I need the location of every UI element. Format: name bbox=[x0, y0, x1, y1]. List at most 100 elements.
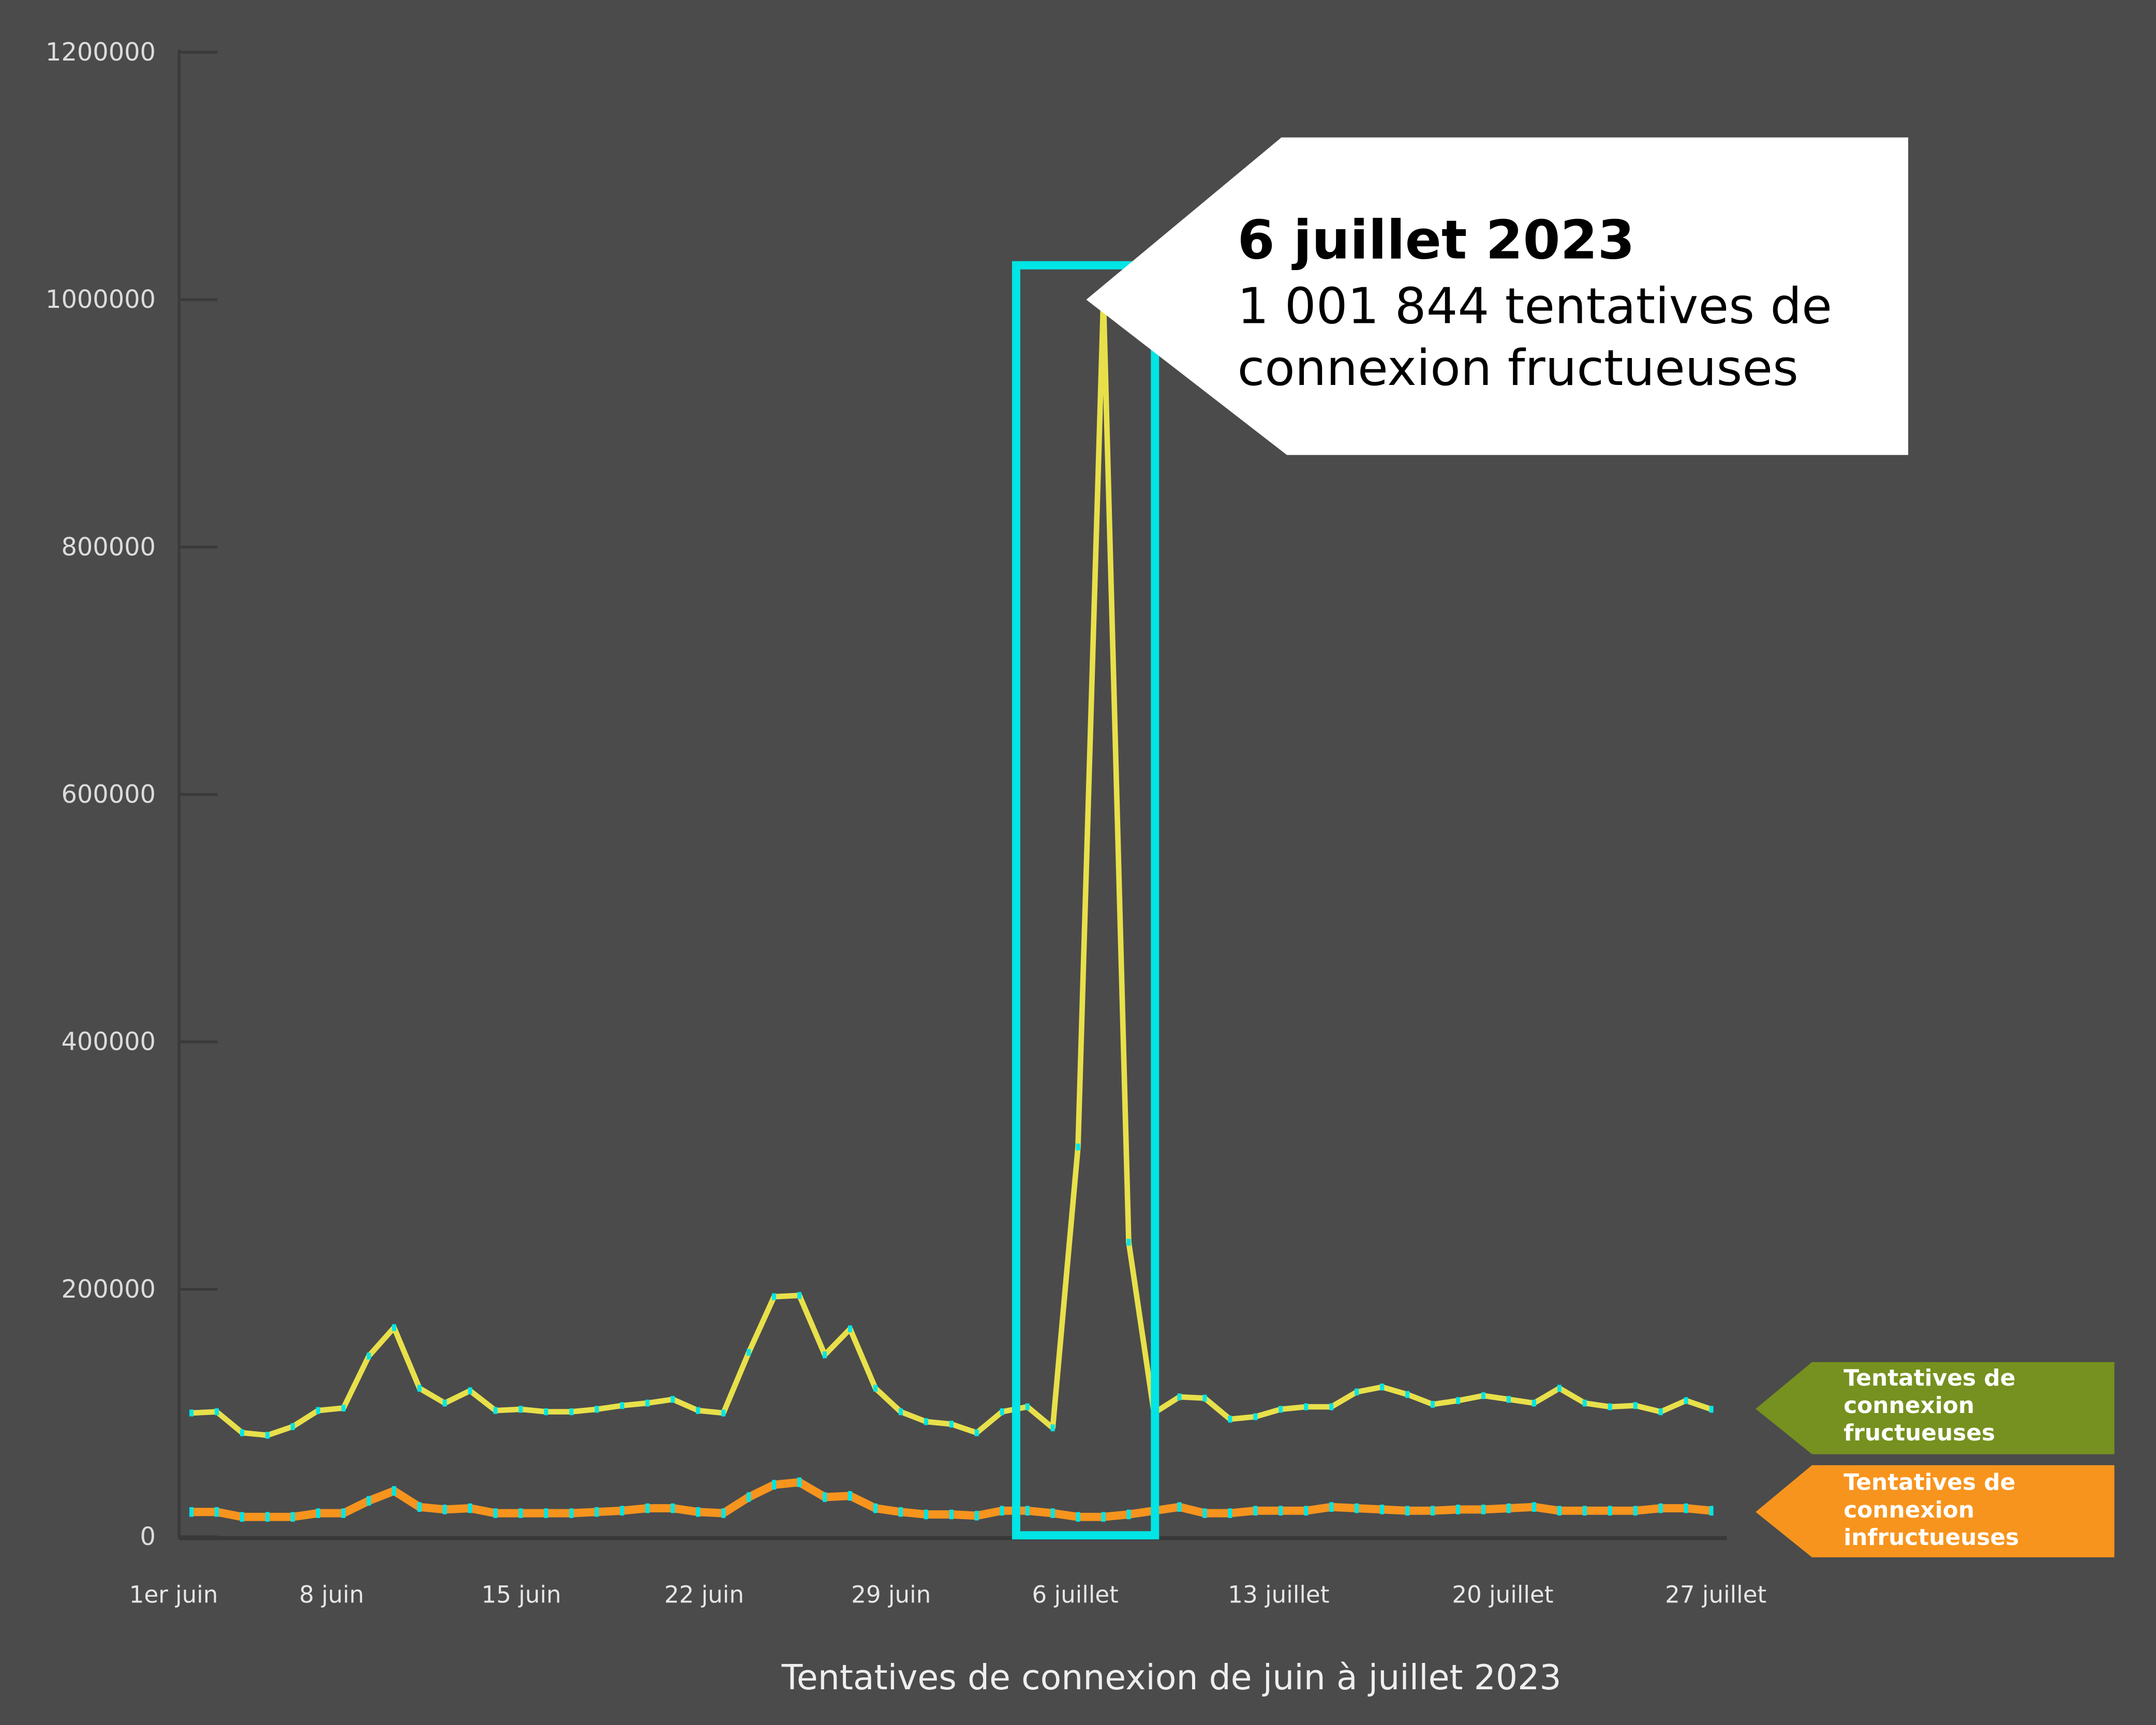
data-point bbox=[747, 1349, 751, 1356]
data-point bbox=[1456, 1505, 1461, 1514]
data-point bbox=[721, 1508, 726, 1518]
data-point bbox=[442, 1400, 447, 1407]
data-point bbox=[823, 1492, 827, 1502]
data-point bbox=[493, 1407, 498, 1414]
series-lines bbox=[189, 294, 1714, 1522]
data-point bbox=[721, 1409, 726, 1417]
data-point bbox=[518, 1508, 523, 1518]
data-point bbox=[1456, 1397, 1461, 1404]
data-point bbox=[1405, 1391, 1410, 1398]
data-point bbox=[1709, 1506, 1714, 1516]
y-tick-label: 200000 bbox=[61, 1275, 155, 1304]
data-point bbox=[620, 1506, 625, 1516]
data-point bbox=[645, 1503, 650, 1513]
data-point bbox=[442, 1505, 447, 1514]
data-point bbox=[1253, 1413, 1258, 1420]
data-point bbox=[1202, 1394, 1207, 1402]
data-point bbox=[290, 1512, 295, 1522]
data-point bbox=[392, 1324, 396, 1331]
callout-line-2: connexion fructueuses bbox=[1238, 339, 1798, 397]
data-point bbox=[645, 1400, 650, 1407]
data-point bbox=[747, 1492, 751, 1502]
legend-failure-line-1: Tentatives de bbox=[1843, 1469, 2015, 1496]
data-point bbox=[1658, 1503, 1663, 1513]
data-point bbox=[772, 1480, 777, 1490]
data-point bbox=[898, 1408, 903, 1416]
data-point bbox=[341, 1404, 346, 1412]
callout-line-1: 1 001 844 tentatives de bbox=[1238, 277, 1832, 335]
data-point bbox=[1658, 1408, 1663, 1416]
data-point bbox=[1506, 1396, 1511, 1403]
legend-failure-line-3: infructueuses bbox=[1843, 1524, 2019, 1551]
data-point bbox=[1025, 1403, 1030, 1410]
data-point bbox=[1202, 1508, 1207, 1518]
data-point bbox=[1380, 1384, 1385, 1391]
data-point bbox=[1582, 1400, 1587, 1407]
y-tick-label: 800000 bbox=[61, 533, 155, 561]
x-tick-label: 29 juin bbox=[851, 1581, 931, 1609]
data-point bbox=[240, 1429, 244, 1436]
series-failure bbox=[189, 1477, 1714, 1522]
data-point bbox=[949, 1509, 954, 1520]
data-point bbox=[924, 1509, 928, 1520]
data-point bbox=[189, 1507, 194, 1517]
data-point bbox=[1253, 1506, 1258, 1516]
data-point bbox=[620, 1402, 625, 1409]
data-point bbox=[1481, 1505, 1485, 1514]
data-point bbox=[1355, 1388, 1359, 1395]
data-point bbox=[772, 1293, 777, 1300]
data-point bbox=[1304, 1506, 1309, 1516]
highlight-box bbox=[1012, 261, 1159, 1540]
legend-success: Tentatives de connexion fructueuses bbox=[1756, 1362, 2115, 1454]
y-tick-labels: 0 200000 400000 600000 800000 1000000 1200000 bbox=[46, 38, 218, 1551]
data-point bbox=[366, 1496, 371, 1506]
y-tick-label: 0 bbox=[140, 1523, 156, 1551]
legend-success-arrow bbox=[1756, 1362, 2115, 1454]
data-point bbox=[417, 1385, 422, 1392]
series-success bbox=[189, 294, 1714, 1439]
data-point bbox=[1506, 1503, 1511, 1513]
data-point bbox=[1684, 1397, 1688, 1404]
data-point bbox=[848, 1325, 852, 1333]
data-point bbox=[1076, 1512, 1080, 1522]
chart-title: Tentatives de connexion de juin à juille… bbox=[781, 1657, 1562, 1698]
data-point bbox=[1000, 1506, 1004, 1516]
data-point bbox=[974, 1511, 979, 1521]
data-point bbox=[214, 1507, 219, 1517]
data-point bbox=[974, 1429, 979, 1436]
data-point bbox=[316, 1508, 320, 1518]
data-point bbox=[797, 1292, 802, 1299]
data-point bbox=[468, 1503, 472, 1513]
data-point bbox=[1633, 1506, 1638, 1516]
callout-shape bbox=[1086, 137, 1909, 455]
data-point bbox=[240, 1512, 244, 1522]
callout-heading: 6 juillet 2023 bbox=[1238, 209, 1635, 271]
data-point bbox=[898, 1507, 903, 1517]
data-point bbox=[468, 1387, 472, 1394]
data-point bbox=[1608, 1403, 1612, 1410]
annotation-callout: 6 juillet 2023 1 001 844 tentatives de c… bbox=[1086, 137, 1909, 455]
data-point bbox=[671, 1503, 675, 1513]
data-point bbox=[873, 1503, 878, 1513]
data-point bbox=[1431, 1401, 1435, 1408]
data-point bbox=[1557, 1506, 1562, 1516]
data-point bbox=[1076, 1143, 1080, 1151]
x-tick-label: 15 juin bbox=[482, 1581, 561, 1609]
x-tick-label: 13 juillet bbox=[1228, 1581, 1329, 1609]
legend-success-line-3: fructueuses bbox=[1843, 1420, 1995, 1446]
data-point bbox=[1278, 1406, 1283, 1413]
data-point bbox=[1709, 1406, 1714, 1413]
data-point bbox=[1481, 1392, 1485, 1400]
data-point bbox=[290, 1423, 295, 1430]
data-point bbox=[949, 1420, 954, 1428]
data-point bbox=[671, 1396, 675, 1403]
data-point bbox=[569, 1408, 574, 1416]
data-point bbox=[1278, 1506, 1283, 1516]
data-point bbox=[1050, 1424, 1055, 1432]
data-point bbox=[1101, 1512, 1106, 1522]
data-point bbox=[214, 1408, 219, 1416]
data-point bbox=[594, 1406, 599, 1413]
data-point bbox=[1126, 1509, 1131, 1520]
x-tick-label: 6 juillet bbox=[1032, 1581, 1118, 1609]
